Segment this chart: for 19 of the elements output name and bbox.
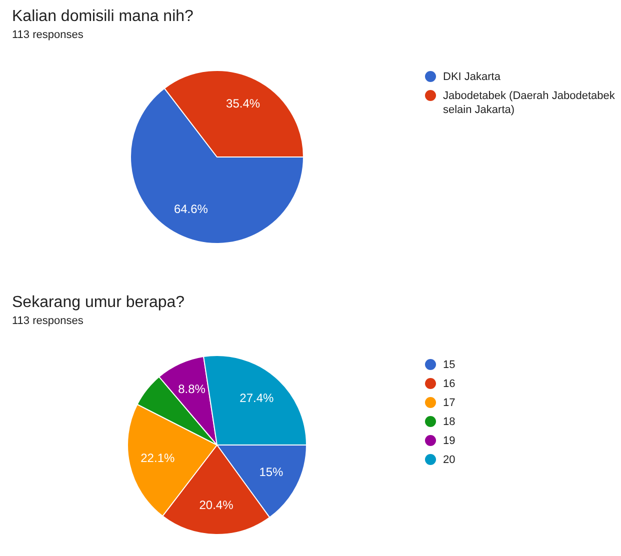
data-label: 22.1%	[140, 450, 175, 465]
legend-label: 20	[443, 453, 456, 467]
legend-label: 19	[443, 434, 456, 448]
data-label: 35.4%	[226, 96, 260, 111]
legend-label: 17	[443, 396, 456, 410]
chart-title: Sekarang umur berapa?	[12, 294, 185, 312]
data-label: 15%	[259, 464, 284, 479]
legend-label: 16	[443, 377, 456, 391]
legend-label: 15	[443, 358, 456, 372]
data-label: 20.4%	[199, 498, 234, 512]
legend-label: DKI Jakarta	[443, 70, 500, 84]
data-label: 8.8%	[178, 382, 206, 396]
chart-subtitle: 113 responses	[12, 29, 84, 41]
legend-label: Jabodetabek (Daerah Jabodetabek selain Jakarta)	[443, 89, 616, 117]
chart-subtitle: 113 responses	[12, 315, 84, 327]
data-label: 64.6%	[174, 202, 208, 216]
data-label: 27.4%	[240, 391, 274, 406]
chart-title: Kalian domisili mana nih?	[12, 8, 194, 26]
legend-label: 18	[443, 415, 456, 429]
